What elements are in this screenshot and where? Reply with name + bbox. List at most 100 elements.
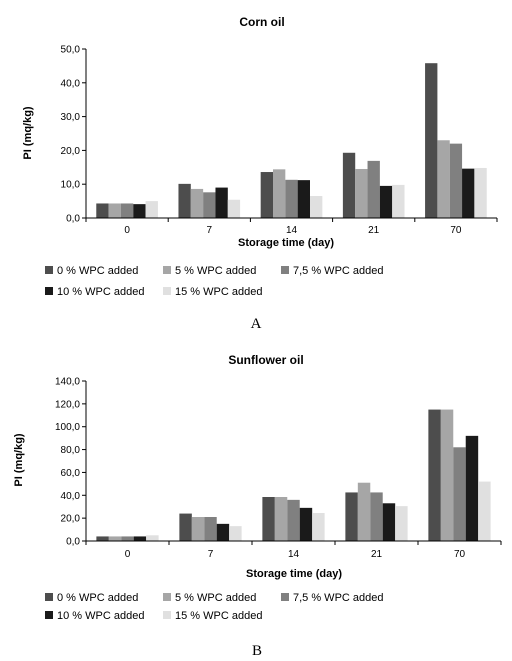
bar <box>274 497 288 541</box>
bar <box>379 185 393 218</box>
legend-swatch <box>281 266 289 274</box>
y-ticks: 0,0 20,0 40,0 60,0 80,0 100,0 120,0 140,0 <box>55 377 86 548</box>
bar <box>108 536 122 541</box>
y-tick-label: 100,0 <box>55 422 80 433</box>
bar <box>133 204 146 218</box>
bar <box>453 447 466 541</box>
x-tick-label: 14 <box>286 225 298 236</box>
bar <box>367 160 380 218</box>
axes <box>85 381 501 542</box>
legend-label: 7,5 % WPC added <box>293 592 384 604</box>
chart-sunflower-oil: Sunflower oil PI (mq/kg) Storage time (d… <box>13 353 502 659</box>
legend-label: 10 % WPC added <box>57 286 144 298</box>
y-tick-label: 60,0 <box>61 468 81 479</box>
bar <box>297 180 310 218</box>
x-ticks: 0 7 14 21 70 <box>85 541 502 560</box>
bar <box>179 513 192 541</box>
bar <box>260 172 274 218</box>
bar <box>478 481 491 541</box>
y-tick-label: 120,0 <box>55 399 80 410</box>
bar <box>145 201 158 218</box>
legend-swatch <box>45 287 53 295</box>
legend: 0 % WPC added 5 % WPC added 7,5 % WPC adde… <box>45 265 384 298</box>
bar <box>285 179 298 218</box>
y-tick-label: 40,0 <box>61 491 81 502</box>
legend-swatch <box>163 611 171 619</box>
legend-swatch <box>45 266 53 274</box>
x-tick-label: 7 <box>208 549 214 560</box>
bar <box>227 199 241 218</box>
y-tick-label: 30,0 <box>61 112 81 123</box>
bar <box>120 203 134 218</box>
bar <box>191 517 205 541</box>
x-tick-label: 70 <box>450 225 462 236</box>
bar <box>96 203 109 218</box>
chart-corn-oil: Corn oil PI (mq/kg) Storage time (day) 0… <box>22 15 498 332</box>
bar <box>440 409 454 541</box>
chart-title: Sunflower oil <box>228 353 303 367</box>
bar <box>299 507 313 541</box>
legend-label: 7,5 % WPC added <box>293 265 384 277</box>
y-tick-label: 40,0 <box>61 78 81 89</box>
bar <box>425 63 438 219</box>
legend-swatch <box>45 593 53 601</box>
bar <box>312 513 325 541</box>
x-axis-label: Storage time (day) <box>238 237 334 249</box>
chart-title: Corn oil <box>239 15 284 29</box>
y-tick-label: 50,0 <box>61 45 81 56</box>
y-ticks: 0,0 10,0 20,0 30,0 40,0 50,0 <box>61 45 86 225</box>
x-axis-label: Storage time (day) <box>246 568 342 580</box>
bars <box>96 63 487 219</box>
bar <box>108 203 121 218</box>
axes <box>85 49 497 219</box>
bar <box>357 482 371 541</box>
y-axis-label: PI (mq/kg) <box>13 433 25 487</box>
bar <box>121 536 134 541</box>
bar <box>178 183 191 218</box>
y-tick-label: 20,0 <box>61 146 81 157</box>
x-tick-label: 7 <box>207 225 213 236</box>
legend-label: 15 % WPC added <box>175 286 262 298</box>
bar <box>462 168 475 218</box>
x-tick-label: 14 <box>288 549 300 560</box>
legend-swatch <box>163 287 171 295</box>
x-tick-label: 0 <box>125 549 131 560</box>
bar <box>204 517 217 541</box>
legend: 0 % WPC added 5 % WPC added 7,5 % WPC adde… <box>45 592 384 622</box>
legend-label: 5 % WPC added <box>175 592 256 604</box>
bar <box>382 503 396 541</box>
legend-label: 0 % WPC added <box>57 592 138 604</box>
bar <box>342 152 356 218</box>
bar <box>437 140 450 218</box>
bar <box>287 499 300 541</box>
bar <box>133 536 147 541</box>
y-tick-label: 0,0 <box>66 214 80 225</box>
y-axis-label: PI (mq/kg) <box>22 106 34 160</box>
y-tick-label: 140,0 <box>55 377 80 388</box>
bar <box>203 192 216 218</box>
legend-swatch <box>281 593 289 601</box>
y-tick-label: 10,0 <box>61 180 81 191</box>
x-tick-label: 0 <box>124 225 130 236</box>
bars <box>96 409 491 541</box>
bar <box>370 492 383 541</box>
bar <box>262 497 275 541</box>
bar <box>355 168 368 218</box>
legend-label: 10 % WPC added <box>57 610 144 622</box>
panel-label: B <box>252 643 262 659</box>
bar <box>146 535 159 541</box>
legend-label: 5 % WPC added <box>175 265 256 277</box>
bar <box>395 506 408 541</box>
bar <box>345 492 358 541</box>
bar <box>216 523 230 541</box>
y-tick-label: 80,0 <box>61 445 81 456</box>
bar <box>428 409 441 541</box>
legend-swatch <box>45 611 53 619</box>
x-tick-label: 70 <box>454 549 466 560</box>
x-tick-label: 21 <box>368 225 380 236</box>
bar <box>465 435 479 541</box>
bar <box>96 536 109 541</box>
legend-label: 15 % WPC added <box>175 610 262 622</box>
bar <box>474 167 487 218</box>
